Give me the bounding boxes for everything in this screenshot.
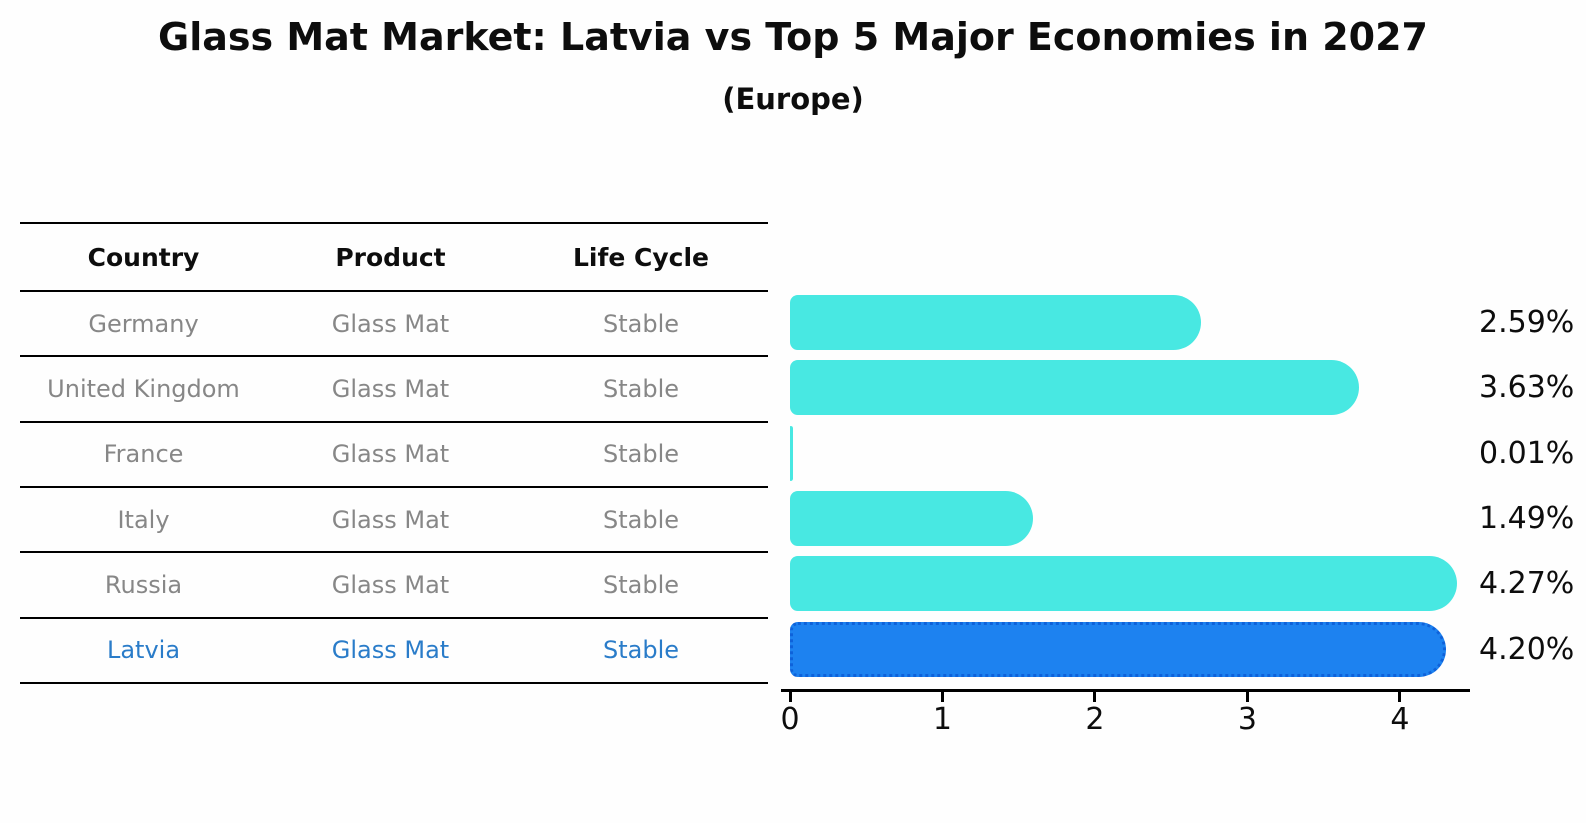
- x-tick-label: 4: [1390, 702, 1410, 737]
- value-label: 2.59%: [1479, 305, 1575, 340]
- cell-product: Glass Mat: [331, 374, 450, 403]
- value-label: 0.01%: [1479, 435, 1575, 471]
- cell-life-cycle: Stable: [602, 636, 680, 665]
- value-label: 4.20%: [1479, 631, 1575, 667]
- cell-product: Glass Mat: [331, 440, 450, 469]
- cell-country: United Kingdom: [47, 374, 240, 403]
- x-tick: [788, 692, 792, 702]
- cell-country: Germany: [88, 309, 199, 338]
- x-axis-ticks: 0 1 2 3 4: [780, 690, 1470, 746]
- cell-country: France: [103, 440, 184, 469]
- chart-subtitle: (Europe): [722, 82, 864, 116]
- x-tick: [1093, 692, 1097, 702]
- value-label: 3.63%: [1479, 370, 1575, 406]
- column-header-life-cycle: Life Cycle: [572, 242, 710, 272]
- bar-latvia-highlighted: [790, 621, 1447, 677]
- cell-product: Glass Mat: [331, 570, 450, 599]
- cell-life-cycle: Stable: [602, 505, 680, 534]
- cell-life-cycle: Stable: [602, 309, 680, 338]
- bar-plot: [790, 290, 1470, 682]
- x-tick-label: 0: [780, 702, 800, 737]
- value-label: 4.27%: [1479, 566, 1575, 602]
- cell-country: Italy: [117, 505, 170, 534]
- cell-life-cycle: Stable: [602, 440, 680, 469]
- chart-title: Glass Mat Market: Latvia vs Top 5 Major …: [158, 15, 1428, 59]
- x-tick-label: 1: [932, 702, 952, 737]
- cell-product: Glass Mat: [331, 309, 450, 338]
- table-row-germany: Germany Glass Mat Stable: [20, 292, 768, 358]
- bar-united-kingdom: [790, 360, 1360, 416]
- x-tick: [1398, 692, 1402, 702]
- cell-country: Russia: [104, 570, 183, 599]
- cell-product: Glass Mat: [331, 505, 450, 534]
- x-tick-label: 2: [1085, 702, 1105, 737]
- bar-italy: [790, 490, 1034, 546]
- bar-france: [790, 425, 793, 481]
- cell-product: Glass Mat: [331, 636, 450, 665]
- table-row-latvia: Latvia Glass Mat Stable: [20, 619, 768, 684]
- table-row-france: France Glass Mat Stable: [20, 423, 768, 488]
- table-row-russia: Russia Glass Mat Stable: [20, 553, 768, 619]
- info-table: Country Product Life Cycle Germany Glass…: [20, 222, 768, 684]
- bar-germany: [790, 295, 1201, 350]
- table-header-row: Country Product Life Cycle: [20, 224, 768, 292]
- x-tick-label: 3: [1237, 702, 1257, 737]
- cell-country: Latvia: [106, 636, 181, 665]
- table-row-united-kingdom: United Kingdom Glass Mat Stable: [20, 357, 768, 423]
- x-tick: [940, 692, 944, 702]
- column-header-country: Country: [87, 242, 200, 272]
- table-row-italy: Italy Glass Mat Stable: [20, 488, 768, 554]
- x-tick: [1245, 692, 1249, 702]
- x-axis-line: [781, 689, 1470, 692]
- value-label: 1.49%: [1479, 500, 1575, 536]
- cell-life-cycle: Stable: [602, 374, 680, 403]
- cell-life-cycle: Stable: [602, 570, 680, 599]
- bar-russia: [790, 556, 1458, 612]
- column-header-product: Product: [335, 242, 446, 272]
